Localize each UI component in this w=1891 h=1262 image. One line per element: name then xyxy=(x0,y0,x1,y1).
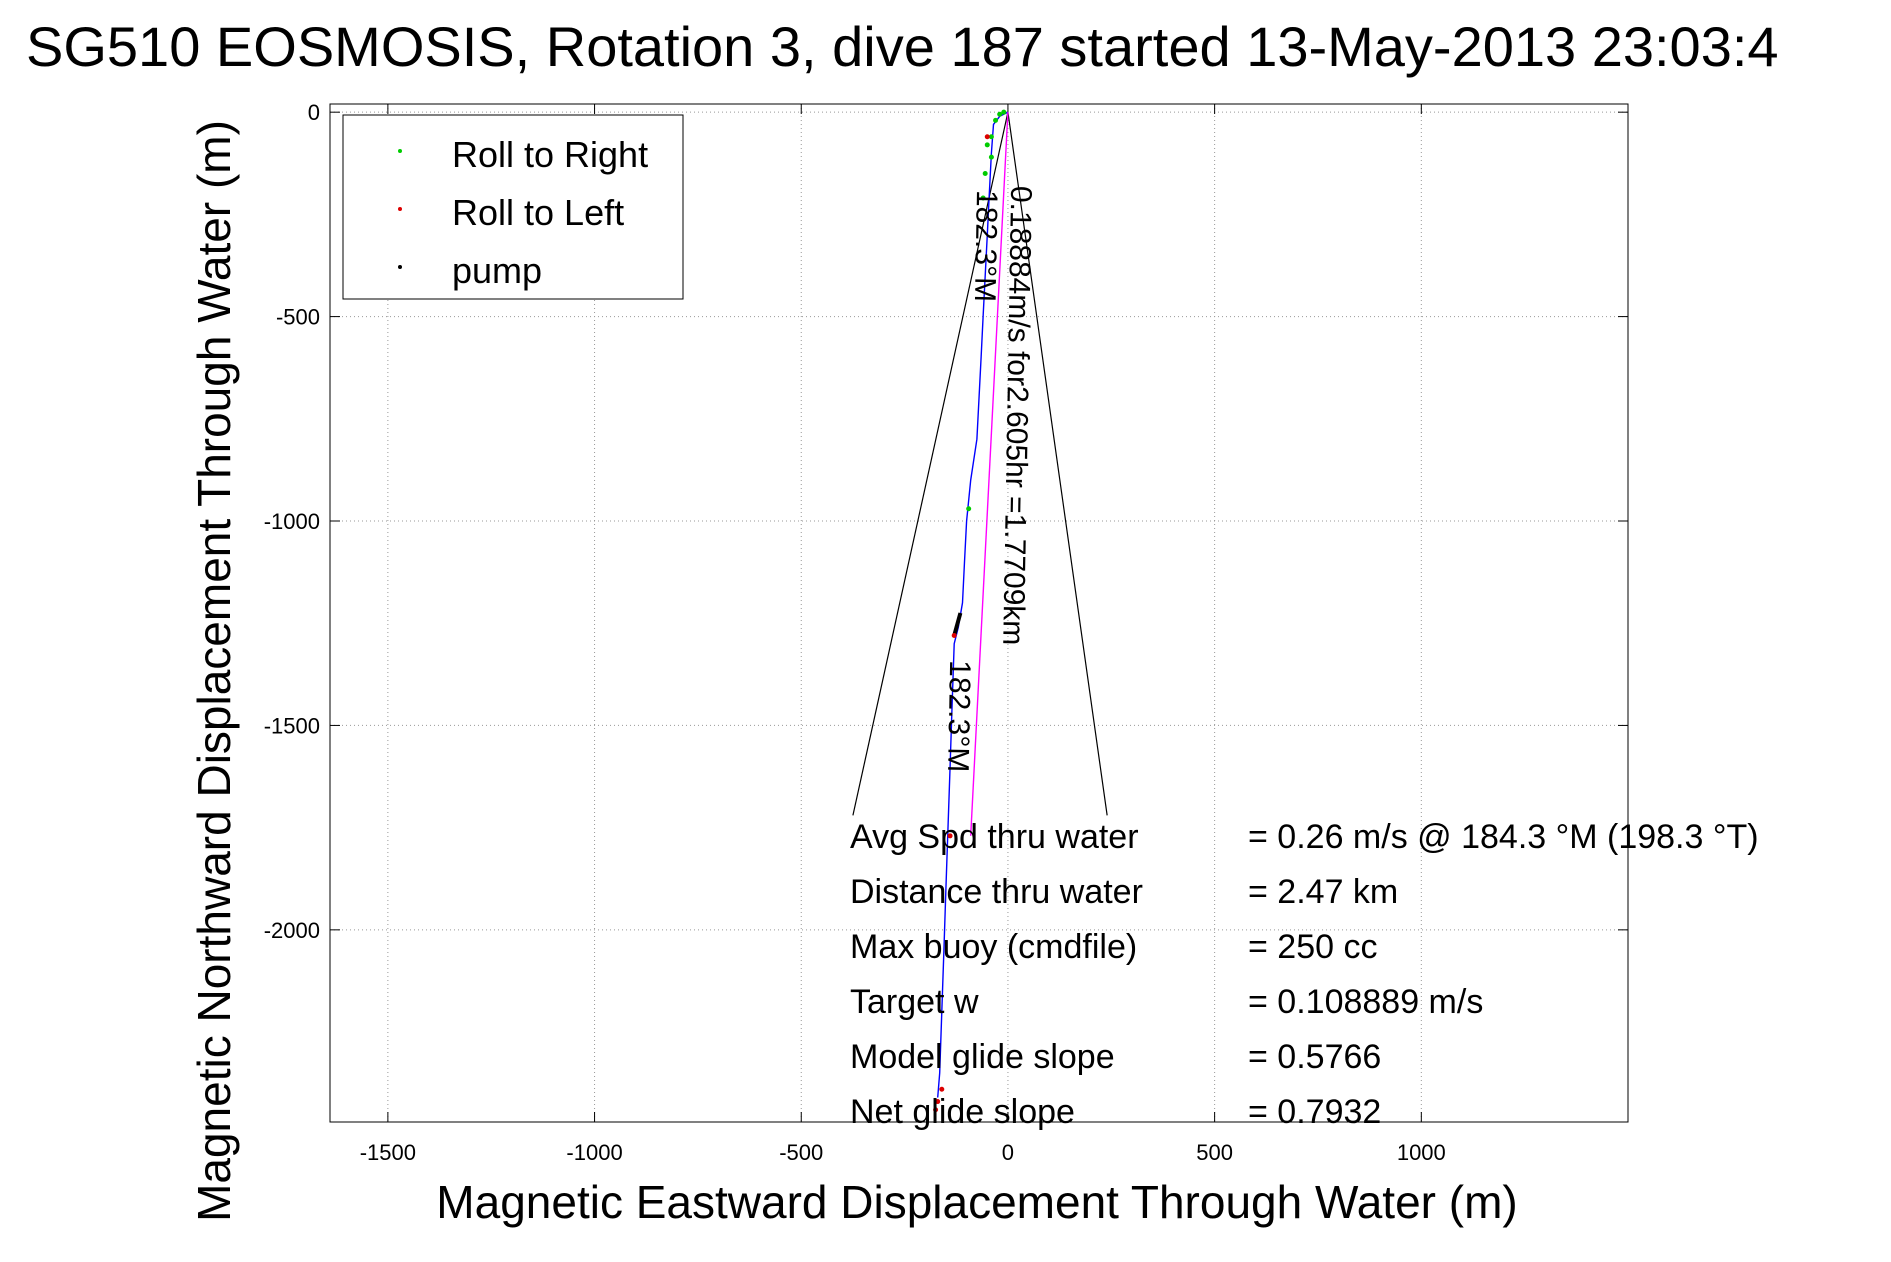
x-axis-label: Magnetic Eastward Displacement Through W… xyxy=(436,1176,1517,1228)
y-tick-label-4: -2000 xyxy=(264,918,320,943)
stat-value-3: = 0.108889 m/s xyxy=(1248,983,1483,1021)
stat-value-4: = 0.5766 xyxy=(1248,1038,1381,1076)
stat-value-0: = 0.26 m/s @ 184.3 °M (198.3 °T) xyxy=(1248,818,1759,856)
roll-right-point-1 xyxy=(997,111,1003,117)
roll-right-point-4 xyxy=(984,142,990,148)
series-line-current-direction xyxy=(970,112,1009,836)
x-tick-label-0: -1500 xyxy=(360,1140,416,1165)
pump-segment-0 xyxy=(952,612,963,637)
stat-label-2: Max buoy (cmdfile) xyxy=(850,928,1137,966)
x-tick-label-4: 500 xyxy=(1196,1140,1233,1165)
legend-label-0: Roll to Right xyxy=(452,134,648,175)
roll-right-point-5 xyxy=(982,171,988,177)
roll-right-point-0 xyxy=(1001,109,1007,115)
roll-right-point-7 xyxy=(966,506,972,512)
chart-title: SG510 EOSMOSIS, Rotation 3, dive 187 sta… xyxy=(26,15,1779,78)
roll-left-point-5 xyxy=(933,1107,939,1113)
roll-left-point-2 xyxy=(947,833,953,839)
legend: Roll to Right Roll to Left pump xyxy=(342,114,684,300)
stat-label-3: Target w xyxy=(850,983,979,1021)
x-tick-label-5: 1000 xyxy=(1397,1140,1446,1165)
annotation-0: 0.18884m/s for2.605hr =1.7709km xyxy=(996,186,1037,646)
chart-annotations: 0.18884m/s for2.605hr =1.7709km182.3°M18… xyxy=(941,186,1037,773)
stat-value-1: = 2.47 km xyxy=(1248,873,1398,911)
roll-right-point-6 xyxy=(980,195,986,201)
legend-marker-0 xyxy=(398,149,402,153)
axis-ticks: -1500 -1000 -500 0 500 1000 0 -500 -1000 -1500 -20… xyxy=(264,100,1628,1165)
roll-right-point-8 xyxy=(988,154,994,160)
fan-line-1 xyxy=(1007,112,1108,816)
roll-left-point-3 xyxy=(939,1086,945,1092)
stat-label-4: Model glide slope xyxy=(850,1038,1115,1076)
x-tick-label-3: 0 xyxy=(1002,1140,1014,1165)
plot-frame xyxy=(329,103,1629,1123)
stats-block: Avg Spd thru water = 0.26 m/s @ 184.3 °M … xyxy=(850,818,1759,1131)
roll-left-point-1 xyxy=(951,632,957,638)
roll-right-point-3 xyxy=(988,134,994,140)
chart-lines xyxy=(852,111,1108,1098)
series-line-track xyxy=(937,111,1009,1098)
stat-label-0: Avg Spd thru water xyxy=(850,818,1139,856)
grid xyxy=(330,104,1628,1122)
y-axis-label: Magnetic Northward Displacement Through … xyxy=(188,120,240,1222)
y-tick-label-2: -1000 xyxy=(264,509,320,534)
y-tick-label-0: 0 xyxy=(308,100,320,125)
roll-left-point-0 xyxy=(984,134,990,140)
fan-line-0 xyxy=(852,112,1009,816)
legend-label-2: pump xyxy=(452,250,542,291)
legend-label-1: Roll to Left xyxy=(452,192,624,233)
legend-marker-1 xyxy=(398,207,402,211)
stat-label-5: Net glide slope xyxy=(850,1093,1075,1131)
x-tick-label-2: -500 xyxy=(779,1140,823,1165)
y-tick-label-3: -1500 xyxy=(264,713,320,738)
roll-left-point-4 xyxy=(935,1099,941,1105)
stat-label-1: Distance thru water xyxy=(850,873,1143,911)
chart-points xyxy=(933,109,1007,1113)
y-tick-label-1: -500 xyxy=(276,305,320,330)
stat-value-5: = 0.7932 xyxy=(1248,1093,1381,1131)
roll-right-point-2 xyxy=(993,117,999,123)
annotation-1: 182.3°M xyxy=(968,190,1003,303)
annotation-2: 182.3°M xyxy=(941,660,976,773)
legend-marker-2 xyxy=(398,265,402,269)
x-tick-label-1: -1000 xyxy=(566,1140,622,1165)
stat-value-2: = 250 cc xyxy=(1248,928,1377,966)
